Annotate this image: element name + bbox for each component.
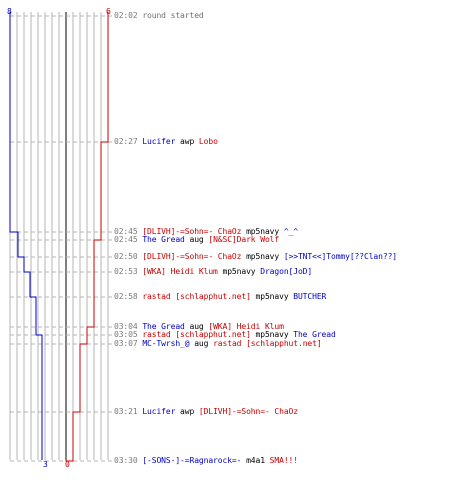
victim-name: Dragon[JoD] (260, 267, 313, 276)
red-start-count: 6 (106, 7, 111, 16)
weapon-name: aug (189, 322, 204, 331)
killer-name: [DLIVH]-=Sohn=- ChaOz (142, 227, 242, 236)
killer-name: The Gread (142, 235, 185, 244)
event-row: 03:07 MC-Twrsh_@ aug rastad [schlapphut.… (114, 339, 322, 348)
weapon-name: mp5navy (222, 267, 256, 276)
event-time: 03:21 (114, 407, 138, 416)
victim-name: The Gread (293, 330, 336, 339)
killer-name: Lucifer (142, 407, 176, 416)
red-end-count: 0 (65, 460, 70, 469)
killer-name: [WKA] Heidi Klum (142, 267, 218, 276)
killer-name: Lucifer (142, 137, 176, 146)
event-row: 03:30 [-SONS-]-=Ragnarock=- m4a1 SMA!!! (114, 456, 298, 465)
event-time: 02:45 (114, 235, 138, 244)
victim-name: [N&SC]Dark Wolf (208, 235, 280, 244)
event-time: 02:53 (114, 267, 138, 276)
event-time: 03:07 (114, 339, 138, 348)
victim-name: SMA!!! (269, 456, 298, 465)
event-time: 03:05 (114, 330, 138, 339)
weapon-name: awp (180, 137, 195, 146)
weapon-name: mp5navy (246, 252, 280, 261)
event-row: 03:05 rastad [schlapphut.net] mp5navy Th… (114, 330, 336, 339)
killer-name: [-SONS-]-=Ragnarock=- (142, 456, 242, 465)
red-team-alive-line (65, 12, 109, 462)
weapon-name: awp (180, 407, 195, 416)
event-time: 02:27 (114, 137, 138, 146)
event-row: 02:50 [DLIVH]-=Sohn=- ChaOz mp5navy [>>T… (114, 252, 397, 261)
victim-name: ^_^ (283, 227, 298, 236)
victim-name: [DLIVH]-=Sohn=- ChaOz (198, 407, 298, 416)
weapon-name: aug (194, 339, 209, 348)
weapon-name: mp5navy (255, 330, 289, 339)
victim-name: rastad [schlapphut.net] (213, 339, 322, 348)
blue-team-alive-line (9, 12, 43, 460)
event-row: 03:04 The Gread aug [WKA] Heidi Klum (114, 322, 284, 331)
weapon-name: aug (189, 235, 204, 244)
event-time: 02:45 (114, 227, 138, 236)
killer-name: The Gread (142, 322, 185, 331)
event-row: 02:02 round started (114, 11, 204, 20)
killer-name: rastad [schlapphut.net] (142, 330, 251, 339)
event-time: 02:50 (114, 252, 138, 261)
killer-name: MC-Twrsh_@ (142, 339, 190, 348)
event-row: 03:21 Lucifer awp [DLIVH]-=Sohn=- ChaOz (114, 407, 298, 416)
event-row: 02:45 [DLIVH]-=Sohn=- ChaOz mp5navy ^_^ (114, 227, 298, 236)
event-row: 02:53 [WKA] Heidi Klum mp5navy Dragon[Jo… (114, 267, 312, 276)
event-time: 02:02 (114, 11, 138, 20)
weapon-name: mp5navy (246, 227, 280, 236)
event-time: 02:58 (114, 292, 138, 301)
blue-end-count: 3 (43, 460, 48, 469)
event-row: 02:45 The Gread aug [N&SC]Dark Wolf (114, 235, 279, 244)
event-time: 03:04 (114, 322, 138, 331)
event-row: 02:27 Lucifer awp Lobo (114, 137, 218, 146)
victim-name: [>>TNT<<]Tommy[??Clan??] (283, 252, 398, 261)
weapon-name: m4a1 (246, 456, 265, 465)
blue-start-count: 8 (7, 7, 12, 16)
victim-name: Lobo (198, 137, 218, 146)
victim-name: [WKA] Heidi Klum (208, 322, 284, 331)
event-row: 02:58 rastad [schlapphut.net] mp5navy BU… (114, 292, 326, 301)
event-time: 03:30 (114, 456, 138, 465)
weapon-name: mp5navy (255, 292, 289, 301)
killer-name: rastad [schlapphut.net] (142, 292, 251, 301)
killer-name: [DLIVH]-=Sohn=- ChaOz (142, 252, 242, 261)
event-message: round started (142, 11, 204, 20)
victim-name: BUTCHER (293, 292, 327, 301)
